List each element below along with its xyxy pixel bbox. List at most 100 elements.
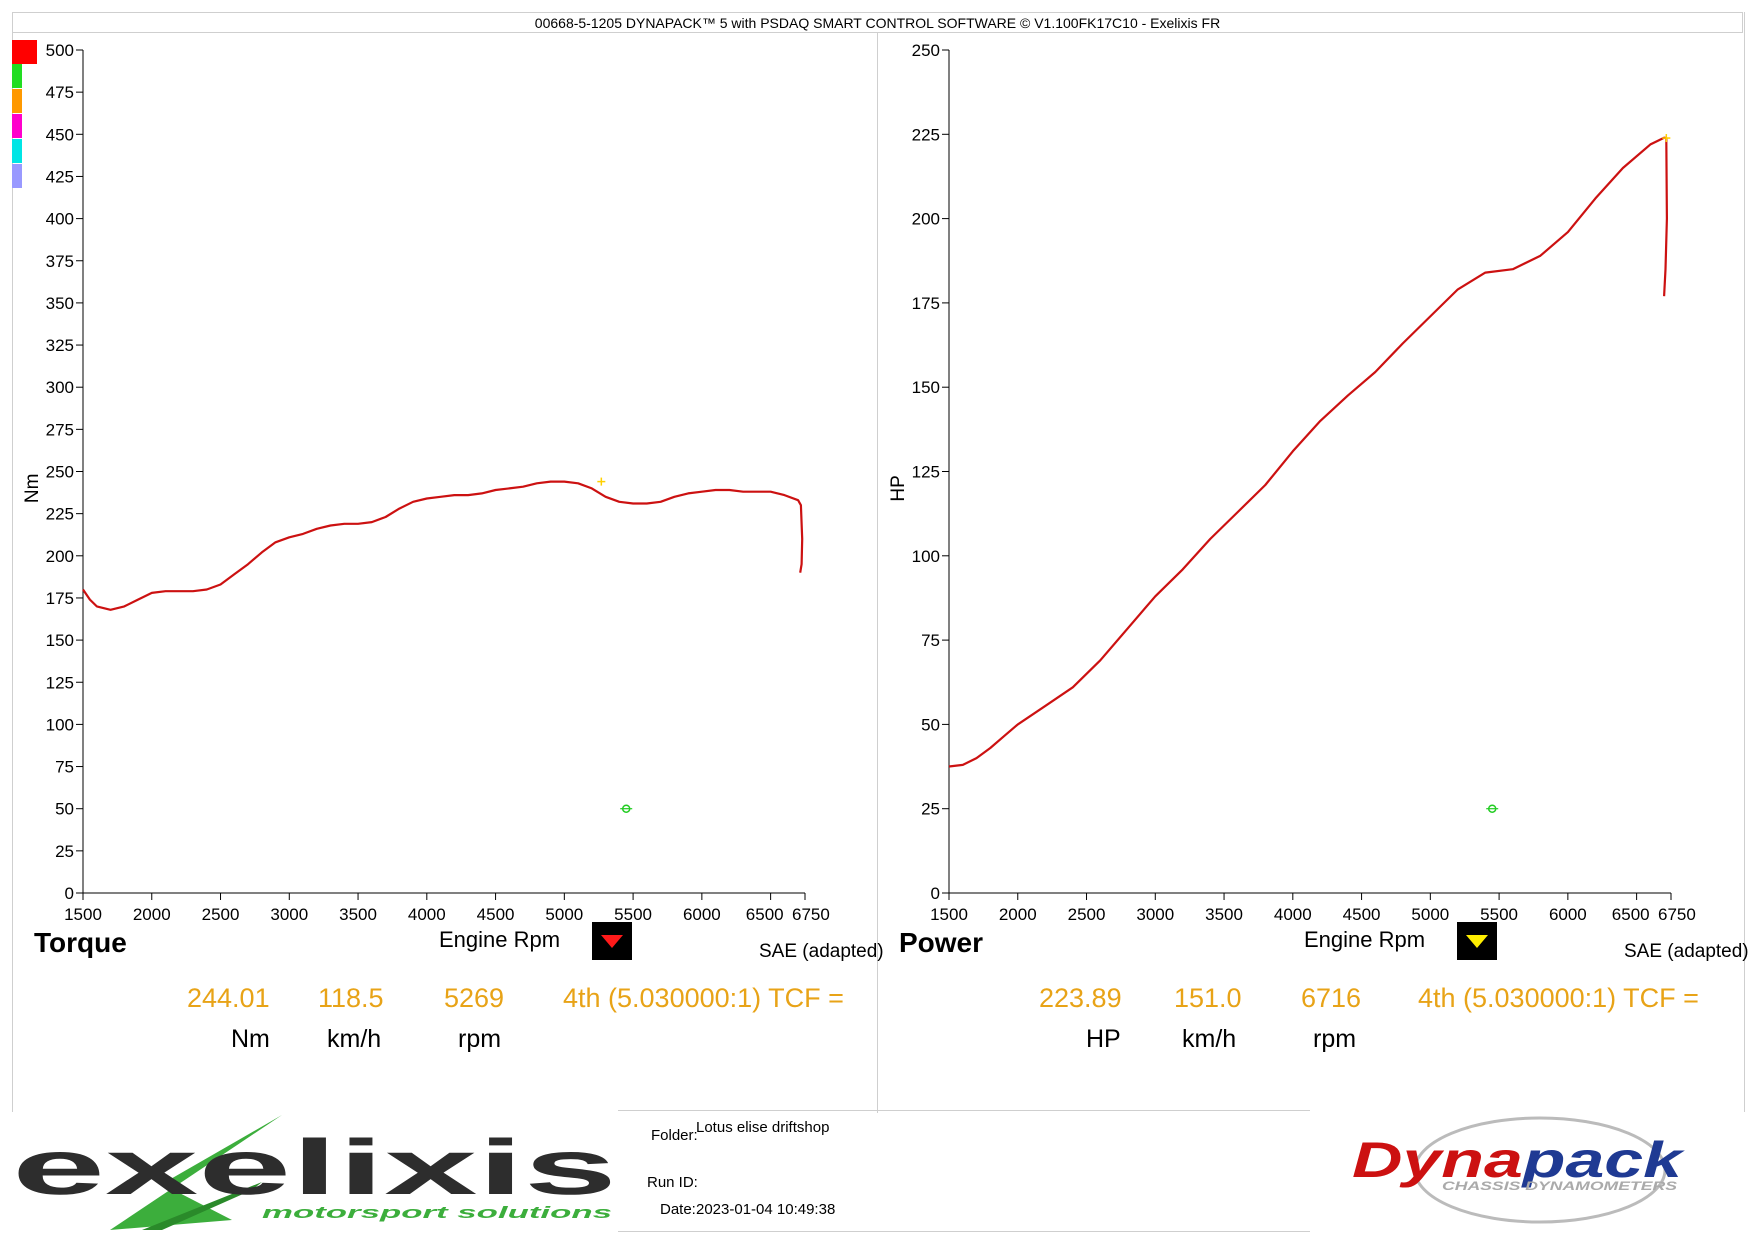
torque-unit-value: Nm bbox=[231, 1025, 270, 1053]
torque-readout-rpm: 5269 bbox=[444, 983, 505, 1013]
power-unit-speed: km/h bbox=[1182, 1025, 1237, 1053]
x-tick-label: 5500 bbox=[614, 905, 652, 924]
legend-swatch-2[interactable] bbox=[12, 64, 22, 88]
y-tick-label: 200 bbox=[46, 547, 74, 566]
x-tick-label: 6000 bbox=[683, 905, 721, 924]
x-tick-label: 5000 bbox=[1411, 905, 1449, 924]
x-tick-label: 2500 bbox=[202, 905, 240, 924]
power-readout-gear: 4th (5.030000:1) TCF = bbox=[1418, 983, 1699, 1013]
date-value: 2023-01-04 10:49:38 bbox=[696, 1201, 836, 1218]
legend-swatch-4[interactable] bbox=[12, 114, 22, 138]
power-correction: SAE (adapted) bbox=[1624, 941, 1749, 962]
left-logo-word: exelixis bbox=[12, 1123, 617, 1211]
chart-divider bbox=[877, 33, 878, 1113]
torque-readout-value: 244.01 bbox=[187, 983, 270, 1013]
exelixis-logo: exelixis motorsport solutions bbox=[12, 1115, 617, 1230]
y-tick-label: 275 bbox=[46, 420, 74, 439]
torque-chart-label: Torque bbox=[34, 927, 127, 958]
y-tick-label: 300 bbox=[46, 378, 74, 397]
x-tick-label: 6500 bbox=[746, 905, 784, 924]
down-triangle-icon bbox=[601, 935, 623, 948]
torque-unit-rpm: rpm bbox=[458, 1025, 502, 1053]
y-tick-label: 225 bbox=[46, 505, 74, 524]
torque-readout-gear: 4th (5.030000:1) TCF = bbox=[563, 983, 844, 1013]
x-tick-label: 2500 bbox=[1068, 905, 1106, 924]
series-line bbox=[948, 136, 1669, 768]
left-logo-tagline: motorsport solutions bbox=[262, 1203, 612, 1222]
power-chart[interactable]: 0 25 50 75 100 125 150 175 200 225 250 1500 2000 2500… bbox=[878, 33, 1743, 933]
x-tick-label: 4000 bbox=[1274, 905, 1312, 924]
y-tick-label: 25 bbox=[55, 842, 74, 861]
torque-unit-speed: km/h bbox=[327, 1025, 382, 1053]
torque-xaxis-label: Engine Rpm bbox=[439, 927, 561, 952]
y-tick-label: 250 bbox=[912, 41, 940, 60]
y-tick-label: 425 bbox=[46, 167, 74, 186]
legend-swatch-5[interactable] bbox=[12, 139, 22, 163]
torque-correction: SAE (adapted) bbox=[759, 941, 884, 962]
x-tick-label: 3000 bbox=[270, 905, 308, 924]
y-tick-label: 250 bbox=[46, 463, 74, 482]
date-label: Date: bbox=[660, 1201, 696, 1218]
legend-swatch-6[interactable] bbox=[12, 164, 22, 188]
y-tick-label: 500 bbox=[46, 41, 74, 60]
y-tick-label: 150 bbox=[46, 631, 74, 650]
torque-chart[interactable]: 0 25 50 75 100 125 150 175 200 225 250 275 300 325 350… bbox=[12, 33, 877, 933]
y-tick-label: 375 bbox=[46, 252, 74, 271]
x-tick-label: 6500 bbox=[1612, 905, 1650, 924]
y-tick-label: 50 bbox=[921, 715, 940, 734]
y-tick-label: 400 bbox=[46, 210, 74, 229]
x-tick-label: 4500 bbox=[1343, 905, 1381, 924]
y-tick-label: 125 bbox=[912, 463, 940, 482]
legend-swatch-3[interactable] bbox=[12, 89, 22, 113]
y-tick-label: 50 bbox=[55, 800, 74, 819]
x-tick-label: 6750 bbox=[1658, 905, 1696, 924]
power-unit-value: HP bbox=[1086, 1025, 1121, 1053]
y-tick-label: 225 bbox=[912, 125, 940, 144]
power-readout-value: 223.89 bbox=[1039, 983, 1122, 1013]
y-tick-label: 100 bbox=[46, 715, 74, 734]
x-tick-label: 3000 bbox=[1136, 905, 1174, 924]
dynapack-logo: Dyna pack CHASSIS DYNAMOMETERS bbox=[1352, 1116, 1685, 1224]
y-tick-label: 75 bbox=[921, 631, 940, 650]
y-tick-label: 0 bbox=[65, 884, 74, 903]
series-line bbox=[82, 480, 804, 611]
y-tick-label: 75 bbox=[55, 758, 74, 777]
y-tick-label: 100 bbox=[912, 547, 940, 566]
right-logo-tagline: CHASSIS DYNAMOMETERS bbox=[1442, 1179, 1677, 1193]
y-tick-label: 125 bbox=[46, 673, 74, 692]
x-tick-label: 5500 bbox=[1480, 905, 1518, 924]
y-tick-label: 150 bbox=[912, 378, 940, 397]
x-tick-label: 3500 bbox=[339, 905, 377, 924]
y-tick-label: 325 bbox=[46, 336, 74, 355]
power-unit-rpm: rpm bbox=[1313, 1025, 1357, 1053]
runid-label: Run ID: bbox=[647, 1174, 698, 1191]
page-frame bbox=[12, 12, 1745, 1112]
run-info-panel: Folder: Lotus elise driftshop Run ID: Da… bbox=[618, 1110, 1310, 1232]
power-xaxis-label: Engine Rpm bbox=[1304, 927, 1426, 952]
y-axis-label: Nm bbox=[22, 474, 43, 504]
x-tick-label: 5000 bbox=[545, 905, 583, 924]
y-tick-label: 450 bbox=[46, 125, 74, 144]
torque-readout-speed: 118.5 bbox=[318, 983, 384, 1013]
power-readout-rpm: 6716 bbox=[1301, 983, 1362, 1013]
power-marker-button[interactable] bbox=[1457, 922, 1497, 960]
right-logo-word: Dyna pack bbox=[1352, 1132, 1685, 1188]
y-tick-label: 475 bbox=[46, 83, 74, 102]
y-tick-label: 0 bbox=[931, 884, 940, 903]
y-tick-label: 350 bbox=[46, 294, 74, 313]
x-tick-label: 2000 bbox=[133, 905, 171, 924]
x-tick-label: 1500 bbox=[930, 905, 968, 924]
folder-value: Lotus elise driftshop bbox=[696, 1119, 830, 1136]
x-tick-label: 2000 bbox=[999, 905, 1037, 924]
folder-label: Folder: bbox=[651, 1127, 698, 1144]
x-tick-label: 3500 bbox=[1205, 905, 1243, 924]
x-tick-label: 6750 bbox=[792, 905, 830, 924]
y-axis-label: HP bbox=[888, 475, 909, 501]
x-tick-label: 4000 bbox=[408, 905, 446, 924]
power-chart-label: Power bbox=[899, 927, 984, 958]
legend-swatch-1[interactable] bbox=[12, 40, 37, 64]
y-tick-label: 25 bbox=[921, 800, 940, 819]
torque-marker-button[interactable] bbox=[592, 922, 632, 960]
x-tick-label: 4500 bbox=[477, 905, 515, 924]
x-tick-label: 6000 bbox=[1549, 905, 1587, 924]
